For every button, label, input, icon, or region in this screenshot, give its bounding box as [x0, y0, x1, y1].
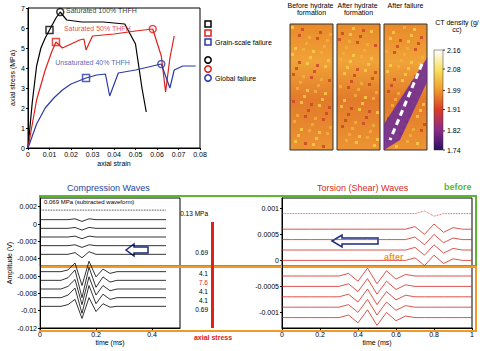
- svg-text:0.8: 0.8: [429, 331, 439, 338]
- svg-text:6: 6: [21, 25, 25, 32]
- svg-text:axial stress (MPa): axial stress (MPa): [9, 50, 17, 106]
- svg-text:0: 0: [38, 331, 42, 338]
- svg-text:After failure: After failure: [388, 2, 424, 9]
- svg-text:axial strain: axial strain: [97, 160, 131, 167]
- svg-text:0.001: 0.001: [261, 205, 279, 212]
- svg-text:7.6: 7.6: [199, 279, 208, 286]
- svg-text:0.13 MPa: 0.13 MPa: [180, 210, 208, 217]
- svg-text:axial stress: axial stress: [194, 334, 232, 341]
- svg-text:-0.001: -0.001: [259, 309, 279, 316]
- svg-text:1: 1: [470, 331, 474, 338]
- svg-text:0.0005: 0.0005: [258, 231, 280, 238]
- svg-text:0.03: 0.03: [86, 151, 100, 158]
- svg-text:1.74: 1.74: [447, 147, 461, 154]
- svg-text:Unsaturated 40% THFH: Unsaturated 40% THFH: [55, 59, 130, 66]
- svg-text:-0.0005: -0.0005: [255, 283, 279, 290]
- svg-text:after: after: [384, 252, 404, 262]
- svg-text:Global failure: Global failure: [215, 75, 256, 82]
- svg-text:0.69: 0.69: [195, 249, 208, 256]
- svg-text:0.05: 0.05: [129, 151, 143, 158]
- svg-text:4.1: 4.1: [199, 297, 208, 304]
- svg-text:1: 1: [21, 125, 25, 132]
- svg-text:1.82: 1.82: [447, 127, 461, 134]
- svg-text:0: 0: [275, 257, 279, 264]
- svg-text:2: 2: [21, 105, 25, 112]
- svg-text:0: 0: [26, 151, 30, 158]
- svg-text:formation: formation: [297, 9, 326, 16]
- svg-text:0.07: 0.07: [172, 151, 186, 158]
- svg-text:4: 4: [21, 65, 25, 72]
- svg-text:1.99: 1.99: [447, 87, 461, 94]
- svg-text:0.2: 0.2: [91, 331, 101, 338]
- svg-text:7: 7: [21, 5, 25, 12]
- svg-text:4.1: 4.1: [199, 288, 208, 295]
- svg-text:-0.006: -0.006: [17, 273, 37, 280]
- svg-text:0.2: 0.2: [315, 331, 325, 338]
- svg-text:1.91: 1.91: [447, 106, 461, 113]
- svg-text:-0.004: -0.004: [17, 255, 37, 262]
- svg-text:2.08: 2.08: [447, 66, 461, 73]
- svg-text:-0.008: -0.008: [17, 290, 37, 297]
- svg-text:0.06: 0.06: [150, 151, 164, 158]
- svg-text:0.069 MPa (subtracted waveform: 0.069 MPa (subtracted waveform): [44, 199, 134, 205]
- svg-text:-0.012: -0.012: [17, 325, 37, 332]
- svg-text:0.69: 0.69: [195, 306, 208, 313]
- svg-text:0.4: 0.4: [147, 331, 157, 338]
- svg-text:0: 0: [21, 145, 25, 152]
- svg-text:Grain-scale failure: Grain-scale failure: [215, 39, 272, 46]
- svg-text:0.08: 0.08: [193, 151, 207, 158]
- svg-text:0.02: 0.02: [64, 151, 78, 158]
- svg-text:Amplitude (V): Amplitude (V): [6, 242, 14, 284]
- svg-text:3: 3: [21, 85, 25, 92]
- svg-text:time (ms): time (ms): [362, 339, 391, 347]
- svg-text:Compression Waves: Compression Waves: [67, 183, 150, 193]
- svg-text:0.4: 0.4: [353, 331, 363, 338]
- svg-text:0.04: 0.04: [107, 151, 121, 158]
- svg-text:0.002: 0.002: [19, 203, 37, 210]
- svg-text:5: 5: [21, 45, 25, 52]
- svg-text:2.16: 2.16: [447, 47, 461, 54]
- svg-text:0: 0: [280, 331, 284, 338]
- svg-text:0: 0: [33, 221, 37, 228]
- svg-text:After hydrate: After hydrate: [337, 2, 380, 9]
- svg-text:4.1: 4.1: [199, 270, 208, 277]
- svg-text:Torsion (Shear) Waves: Torsion (Shear) Waves: [317, 183, 409, 193]
- svg-text:before: before: [444, 182, 472, 192]
- svg-text:-0.01: -0.01: [21, 307, 37, 314]
- svg-text:Saturated 100% THFH: Saturated 100% THFH: [66, 7, 137, 14]
- svg-text:time (ms): time (ms): [95, 339, 124, 347]
- svg-text:0.01: 0.01: [43, 151, 57, 158]
- svg-text:CT density (g/: CT density (g/: [435, 19, 479, 26]
- svg-text:cc): cc): [452, 26, 461, 34]
- svg-text:-0.002: -0.002: [17, 238, 37, 245]
- svg-text:Saturated 50% THFH: Saturated 50% THFH: [64, 25, 131, 32]
- svg-text:Before hydrate: Before hydrate: [287, 2, 336, 9]
- svg-text:0.6: 0.6: [391, 331, 401, 338]
- svg-text:formation: formation: [344, 9, 373, 16]
